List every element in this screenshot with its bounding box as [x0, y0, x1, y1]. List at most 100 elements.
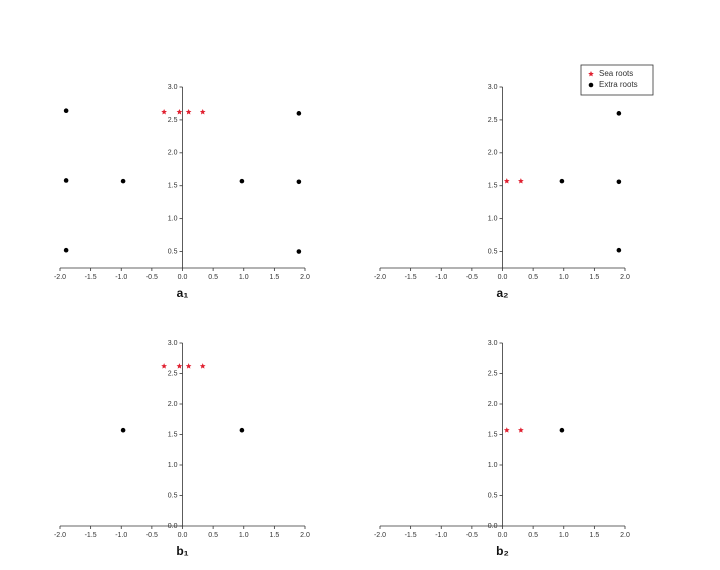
y-tick-label: 2.0 — [488, 150, 498, 157]
x-tick-label: 1.5 — [590, 274, 600, 281]
y-tick-label: 3.0 — [488, 340, 498, 347]
dot-point — [559, 427, 565, 433]
dot-point — [616, 247, 622, 253]
star-point — [199, 363, 206, 369]
y-tick-label: 2.0 — [168, 401, 178, 408]
y-tick-label: 3.0 — [168, 84, 178, 91]
x-tick-label: 0.5 — [208, 274, 218, 281]
star-point — [518, 178, 524, 184]
x-tick-label: 1.0 — [239, 532, 249, 539]
y-tick-label: 0.5 — [168, 248, 178, 255]
x-tick-label: 0.0 — [178, 532, 188, 539]
dot-point — [63, 108, 69, 113]
x-tick-label: 0.0 — [498, 274, 508, 281]
x-tick-label: -1.0 — [435, 274, 447, 281]
dot-point — [120, 427, 126, 433]
y-tick-label: 3.0 — [168, 340, 178, 347]
y-tick-label: 1.5 — [168, 431, 178, 438]
x-tick-label: 2.0 — [300, 274, 310, 281]
y-tick-label: 1.0 — [488, 462, 498, 469]
y-tick-label: 0.5 — [168, 492, 178, 499]
x-axis-label: b₁ — [176, 544, 188, 558]
dot-point — [239, 427, 245, 433]
y-tick-label: 1.5 — [168, 183, 178, 190]
x-tick-label: -1.5 — [405, 532, 417, 539]
x-tick-label: -2.0 — [54, 274, 66, 281]
dot-point — [616, 179, 622, 185]
x-tick-label: -1.5 — [405, 274, 417, 281]
star-point — [185, 109, 192, 115]
dot-point — [296, 249, 302, 254]
star-point — [161, 109, 167, 115]
panel: -2.0 -1.5 -1.0 -0.5 0.0 0.5 1.0 1.5 2.0 0.0 0.5 1.0… — [54, 340, 310, 558]
panel: -2.0 -1.5 -1.0 -0.5 0.0 0.5 1.0 1.5 2.0 0.0 0.5 1.0… — [374, 340, 630, 558]
x-axis-label: a₁ — [177, 286, 189, 300]
x-tick-label: -2.0 — [374, 274, 386, 281]
legend-label: Extra roots — [599, 80, 638, 89]
x-tick-label: 1.5 — [270, 274, 280, 281]
legend-swatch — [588, 71, 594, 77]
star-point — [185, 363, 192, 369]
x-tick-label: -1.0 — [435, 532, 447, 539]
y-tick-label: 1.0 — [168, 462, 178, 469]
x-tick-label: 2.0 — [620, 274, 630, 281]
x-tick-label: -0.5 — [146, 274, 158, 281]
star-point — [518, 427, 524, 433]
y-tick-label: 0.0 — [488, 523, 498, 530]
y-tick-label: 2.5 — [168, 117, 178, 124]
x-tick-label: 0.0 — [498, 532, 508, 539]
x-tick-label: 2.0 — [300, 532, 310, 539]
y-tick-label: 0.5 — [488, 492, 498, 499]
y-tick-label: 1.5 — [488, 431, 498, 438]
y-tick-label: 2.5 — [488, 117, 498, 124]
y-tick-label: 2.0 — [168, 150, 178, 157]
x-tick-label: 2.0 — [620, 532, 630, 539]
x-tick-label: 1.0 — [239, 274, 249, 281]
star-point — [503, 178, 510, 184]
dot-point — [559, 178, 565, 184]
y-tick-label: 3.0 — [488, 84, 498, 91]
y-tick-label: 1.0 — [168, 215, 178, 222]
dot-point — [63, 247, 69, 253]
star-point — [503, 427, 510, 433]
legend: Sea roots Extra roots — [580, 64, 654, 96]
star-point — [176, 109, 183, 115]
x-tick-label: -1.5 — [85, 274, 97, 281]
x-tick-label: 1.5 — [590, 532, 600, 539]
x-tick-label: -2.0 — [54, 532, 66, 539]
x-tick-label: 1.5 — [270, 532, 280, 539]
legend-label: Sea roots — [599, 69, 633, 78]
legend-swatch — [588, 82, 594, 88]
x-tick-label: -0.5 — [466, 532, 478, 539]
x-tick-label: 1.0 — [559, 532, 569, 539]
x-tick-label: -0.5 — [146, 532, 158, 539]
x-tick-label: -0.5 — [466, 274, 478, 281]
dot-point — [120, 178, 126, 184]
y-tick-label: 0.0 — [168, 523, 178, 530]
x-axis-label: a₂ — [496, 286, 508, 300]
x-tick-label: 0.5 — [528, 532, 538, 539]
dot-point — [296, 179, 302, 185]
star-point — [161, 363, 167, 369]
x-tick-label: -1.0 — [115, 274, 127, 281]
y-tick-label: 1.5 — [488, 183, 498, 190]
y-tick-label: 0.5 — [488, 248, 498, 255]
x-tick-label: 1.0 — [559, 274, 569, 281]
y-tick-label: 2.5 — [168, 370, 178, 377]
x-tick-label: 0.5 — [208, 532, 218, 539]
x-axis-label: b₂ — [496, 544, 509, 558]
y-tick-label: 2.0 — [488, 401, 498, 408]
panel: -2.0 -1.5 -1.0 -0.5 0.0 0.5 1.0 1.5 2.0 0.5 1.0 1.5… — [374, 64, 654, 300]
dot-point — [239, 178, 245, 184]
dot-point — [616, 111, 622, 116]
y-tick-label: 1.0 — [488, 215, 498, 222]
x-tick-label: -1.0 — [115, 532, 127, 539]
dot-point — [63, 178, 69, 183]
dot-point — [296, 111, 302, 116]
y-tick-label: 2.5 — [488, 370, 498, 377]
panel: -2.0 -1.5 -1.0 -0.5 0.0 0.5 1.0 1.5 2.0 0.5 1.0 1.5… — [54, 84, 310, 300]
x-tick-label: 0.0 — [178, 274, 188, 281]
legend-box — [580, 64, 654, 96]
x-tick-label: -2.0 — [374, 532, 386, 539]
